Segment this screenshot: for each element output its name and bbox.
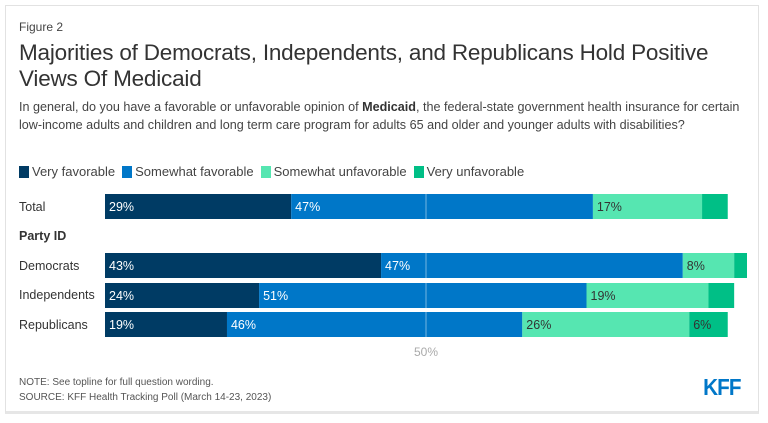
bar-segment-republicans-1 (226, 312, 523, 337)
legend-label: Very unfavorable (426, 164, 525, 179)
legend-item-somewhat-favorable: Somewhat favorable (122, 164, 254, 179)
legend-item-very-favorable: Very favorable (19, 164, 115, 179)
legend-swatch (260, 165, 271, 178)
legend: Very favorable Somewhat favorable Somewh… (19, 164, 531, 179)
source-text: SOURCE: KFF Health Tracking Poll (March … (19, 392, 272, 403)
footnote: NOTE: See topline for full question word… (19, 375, 271, 405)
chart-title: Majorities of Democrats, Independents, a… (19, 40, 709, 91)
bar-segment-independents-3 (708, 283, 735, 308)
bar-segment-democrats-3 (734, 253, 747, 278)
category-label-independents: Independents (19, 288, 95, 302)
bar-segment-democrats-0 (105, 253, 382, 278)
legend-swatch (122, 165, 133, 178)
bar-segment-democrats-2 (682, 253, 735, 278)
section-label: Party ID (19, 229, 67, 243)
subtitle-text: In general, do you have a favorable or u… (19, 100, 363, 114)
legend-label: Somewhat favorable (135, 164, 254, 179)
bar-segment-total-2 (592, 194, 703, 219)
data-label: 51% (263, 289, 288, 303)
legend-item-very-unfavorable: Very unfavorable (413, 164, 525, 179)
legend-label: Somewhat unfavorable (273, 164, 407, 179)
legend-label: Very favorable (32, 164, 116, 179)
note-text: NOTE: See topline for full question word… (19, 377, 214, 388)
legend-swatch (413, 165, 424, 178)
data-label: 47% (295, 200, 320, 214)
subtitle-bold: Medicaid (362, 100, 416, 114)
data-label: 6% (693, 318, 711, 332)
category-label-republicans: Republicans (19, 318, 88, 332)
bar-segment-independents-0 (105, 283, 260, 308)
bar-segment-total-1 (291, 194, 593, 219)
data-label: 19% (591, 289, 616, 303)
category-label-total: Total (19, 200, 46, 214)
bar-segment-republicans-0 (105, 312, 227, 337)
category-label-democrats: Democrats (19, 259, 80, 273)
data-label: 46% (231, 318, 256, 332)
legend-item-somewhat-unfavorable: Somewhat unfavorable (260, 164, 407, 179)
bar-segment-independents-1 (259, 283, 587, 308)
bar-segment-total-0 (105, 194, 292, 219)
subtitle-text-end: , the federal-state government health in… (19, 100, 740, 132)
data-label: 17% (597, 200, 622, 214)
data-label: 43% (109, 259, 134, 273)
figure-label: Figure 2 (19, 20, 64, 34)
bar-segment-republicans-3 (689, 312, 728, 337)
bar-segment-total-3 (702, 194, 728, 219)
bar-segment-republicans-2 (522, 312, 690, 337)
data-label: 47% (385, 259, 410, 273)
bar-segment-democrats-1 (381, 253, 683, 278)
legend-swatch (19, 165, 29, 178)
data-label: 26% (526, 318, 551, 332)
reference-label: 50% (414, 345, 438, 359)
kff-logo: KFF (703, 374, 741, 400)
data-label: 24% (109, 289, 134, 303)
data-label: 8% (687, 259, 705, 273)
chart-subtitle: In general, do you have a favorable or u… (19, 98, 749, 134)
data-label: 19% (109, 318, 134, 332)
data-label: 29% (109, 200, 134, 214)
bar-segment-independents-2 (586, 283, 709, 308)
